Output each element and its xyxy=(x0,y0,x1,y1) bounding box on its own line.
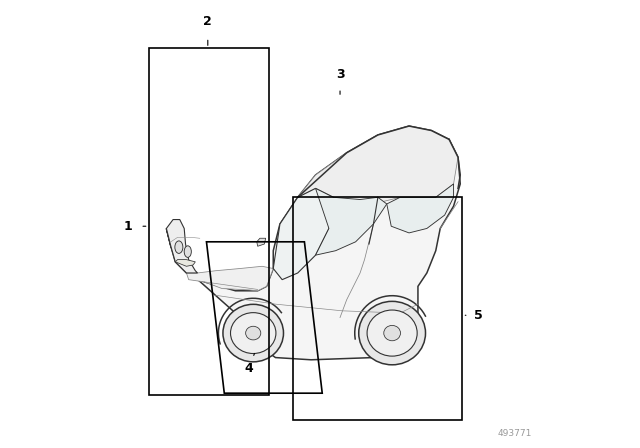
Polygon shape xyxy=(166,220,198,273)
Ellipse shape xyxy=(367,310,417,356)
Polygon shape xyxy=(166,126,460,360)
Polygon shape xyxy=(175,260,195,266)
Polygon shape xyxy=(387,184,454,233)
Text: 3: 3 xyxy=(336,69,344,82)
Text: 493771: 493771 xyxy=(497,429,531,438)
Ellipse shape xyxy=(184,246,191,258)
Ellipse shape xyxy=(384,325,401,341)
Polygon shape xyxy=(257,238,266,246)
Ellipse shape xyxy=(223,304,284,362)
Ellipse shape xyxy=(175,241,183,254)
Text: 5: 5 xyxy=(474,309,483,322)
Text: 1: 1 xyxy=(124,220,132,233)
Ellipse shape xyxy=(359,302,426,365)
Polygon shape xyxy=(273,188,333,280)
Text: 2: 2 xyxy=(204,15,212,28)
Ellipse shape xyxy=(246,326,260,340)
Polygon shape xyxy=(186,266,273,291)
Polygon shape xyxy=(316,188,387,255)
Ellipse shape xyxy=(230,313,276,353)
Text: 4: 4 xyxy=(244,362,253,375)
Polygon shape xyxy=(298,126,458,215)
